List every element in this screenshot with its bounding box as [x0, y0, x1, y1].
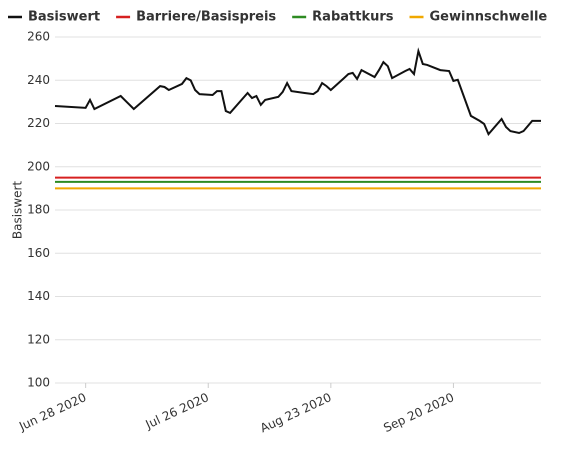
y-axis-label: Basiswert — [11, 181, 25, 240]
y-tick-label: 260 — [27, 30, 50, 44]
y-tick-label: 100 — [27, 376, 50, 390]
x-tick-label: Jun 28 2020 — [16, 390, 88, 434]
x-tick-label: Jul 26 2020 — [143, 390, 211, 432]
y-tick-label: 220 — [27, 116, 50, 130]
x-tick-label: Sep 20 2020 — [381, 390, 456, 435]
legend-label: Rabattkurs — [312, 10, 394, 25]
legend: Basiswert Barriere/Basispreis Rabattkurs Ge… — [8, 10, 547, 25]
y-tick-label: 240 — [27, 73, 50, 87]
legend-label: Gewinnschwelle — [430, 10, 548, 25]
legend-label: Barriere/Basispreis — [136, 10, 276, 25]
y-tick-label: 120 — [27, 332, 50, 346]
y-tick-label: 180 — [27, 203, 50, 217]
series-line — [54, 47, 541, 136]
y-tick-label: 200 — [27, 159, 50, 173]
x-tick-label: Aug 23 2020 — [258, 390, 334, 435]
y-tick-label: 160 — [27, 246, 50, 260]
legend-label: Basiswert — [28, 10, 100, 25]
y-tick-label: 140 — [27, 289, 50, 303]
